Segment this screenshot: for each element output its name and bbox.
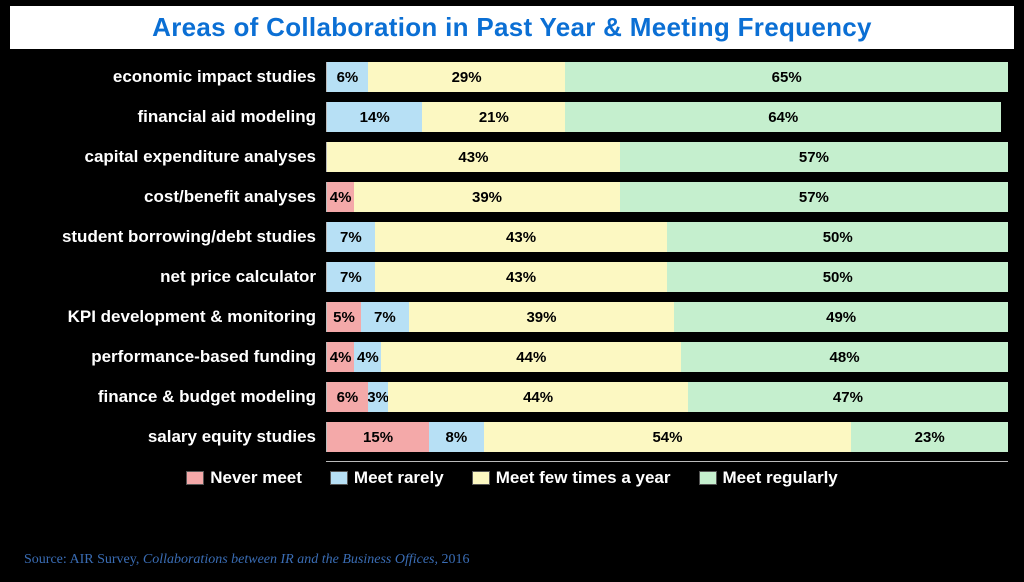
bar-segment-few: 44% bbox=[388, 382, 688, 412]
bar-segment-regular: 23% bbox=[851, 422, 1008, 452]
bar-segment-rarely: 4% bbox=[354, 342, 381, 372]
bar-segment-never: 4% bbox=[327, 182, 354, 212]
bar-segment-regular: 48% bbox=[681, 342, 1008, 372]
bar-segment-never: 5% bbox=[327, 302, 361, 332]
table-row: performance-based funding4%4%44%48% bbox=[16, 341, 1008, 373]
bar-track: 15%8%54%23% bbox=[326, 422, 1008, 452]
bar-segment-regular: 47% bbox=[688, 382, 1008, 412]
bar-track: 7%43%50% bbox=[326, 222, 1008, 252]
bar-segment-never: 6% bbox=[327, 382, 368, 412]
legend-item-regular: Meet regularly bbox=[699, 468, 838, 488]
bar-segment-few: 43% bbox=[375, 222, 668, 252]
x-axis-line bbox=[326, 461, 1008, 462]
bar-track: 5%7%39%49% bbox=[326, 302, 1008, 332]
legend-item-few: Meet few times a year bbox=[472, 468, 671, 488]
bar-segment-never: 15% bbox=[327, 422, 429, 452]
bar-segment-few: 39% bbox=[354, 182, 620, 212]
bar-segment-regular: 50% bbox=[667, 262, 1008, 292]
bar-track: 14%21%64% bbox=[326, 102, 1008, 132]
bar-segment-rarely: 8% bbox=[429, 422, 483, 452]
bar-track: 43%57% bbox=[326, 142, 1008, 172]
row-label: capital expenditure analyses bbox=[16, 147, 326, 167]
table-row: student borrowing/debt studies7%43%50% bbox=[16, 221, 1008, 253]
legend-label: Meet few times a year bbox=[496, 468, 671, 488]
table-row: cost/benefit analyses4%39%57% bbox=[16, 181, 1008, 213]
bar-segment-few: 29% bbox=[368, 62, 565, 92]
legend-label: Meet regularly bbox=[723, 468, 838, 488]
row-label: performance-based funding bbox=[16, 347, 326, 367]
bar-segment-rarely: 6% bbox=[327, 62, 368, 92]
bar-segment-regular: 49% bbox=[674, 302, 1008, 332]
legend-swatch bbox=[330, 471, 348, 485]
bar-segment-regular: 64% bbox=[565, 102, 1001, 132]
table-row: net price calculator7%43%50% bbox=[16, 261, 1008, 293]
bar-segment-never: 4% bbox=[327, 342, 354, 372]
row-label: net price calculator bbox=[16, 267, 326, 287]
legend-item-rarely: Meet rarely bbox=[330, 468, 444, 488]
source-title: Collaborations between IR and the Busine… bbox=[143, 552, 442, 567]
table-row: capital expenditure analyses43%57% bbox=[16, 141, 1008, 173]
bar-segment-rarely: 7% bbox=[327, 262, 375, 292]
table-row: KPI development & monitoring5%7%39%49% bbox=[16, 301, 1008, 333]
bar-segment-rarely: 3% bbox=[368, 382, 388, 412]
row-label: economic impact studies bbox=[16, 67, 326, 87]
bar-segment-regular: 50% bbox=[667, 222, 1008, 252]
bar-segment-few: 21% bbox=[422, 102, 565, 132]
bar-track: 6%3%44%47% bbox=[326, 382, 1008, 412]
row-label: KPI development & monitoring bbox=[16, 307, 326, 327]
bar-segment-few: 39% bbox=[409, 302, 675, 332]
row-label: student borrowing/debt studies bbox=[16, 227, 326, 247]
bar-segment-rarely: 14% bbox=[327, 102, 422, 132]
row-label: financial aid modeling bbox=[16, 107, 326, 127]
table-row: finance & budget modeling6%3%44%47% bbox=[16, 381, 1008, 413]
bar-segment-regular: 57% bbox=[620, 142, 1008, 172]
legend-swatch bbox=[472, 471, 490, 485]
stacked-bar-chart: economic impact studies6%29%65%financial… bbox=[0, 57, 1024, 488]
table-row: salary equity studies15%8%54%23% bbox=[16, 421, 1008, 453]
title-bar: Areas of Collaboration in Past Year & Me… bbox=[10, 6, 1014, 49]
bar-segment-few: 43% bbox=[327, 142, 620, 172]
legend-swatch bbox=[699, 471, 717, 485]
bar-segment-few: 43% bbox=[375, 262, 668, 292]
table-row: economic impact studies6%29%65% bbox=[16, 61, 1008, 93]
legend-swatch bbox=[186, 471, 204, 485]
table-row: financial aid modeling14%21%64% bbox=[16, 101, 1008, 133]
bar-track: 6%29%65% bbox=[326, 62, 1008, 92]
bar-segment-rarely: 7% bbox=[361, 302, 409, 332]
bar-track: 4%39%57% bbox=[326, 182, 1008, 212]
source-citation: Source: AIR Survey, Collaborations betwe… bbox=[24, 552, 470, 568]
bar-segment-few: 54% bbox=[484, 422, 852, 452]
source-prefix: Source: AIR Survey, bbox=[24, 552, 143, 567]
page-title: Areas of Collaboration in Past Year & Me… bbox=[20, 12, 1004, 43]
bar-segment-few: 44% bbox=[381, 342, 681, 372]
row-label: salary equity studies bbox=[16, 427, 326, 447]
legend-label: Never meet bbox=[210, 468, 302, 488]
bar-track: 4%4%44%48% bbox=[326, 342, 1008, 372]
bar-segment-regular: 57% bbox=[620, 182, 1008, 212]
legend-label: Meet rarely bbox=[354, 468, 444, 488]
bar-segment-regular: 65% bbox=[565, 62, 1008, 92]
legend: Never meet Meet rarely Meet few times a ye… bbox=[16, 468, 1008, 488]
source-year: 2016 bbox=[442, 552, 470, 567]
bar-track: 7%43%50% bbox=[326, 262, 1008, 292]
row-label: cost/benefit analyses bbox=[16, 187, 326, 207]
row-label: finance & budget modeling bbox=[16, 387, 326, 407]
legend-item-never: Never meet bbox=[186, 468, 302, 488]
bar-segment-rarely: 7% bbox=[327, 222, 375, 252]
